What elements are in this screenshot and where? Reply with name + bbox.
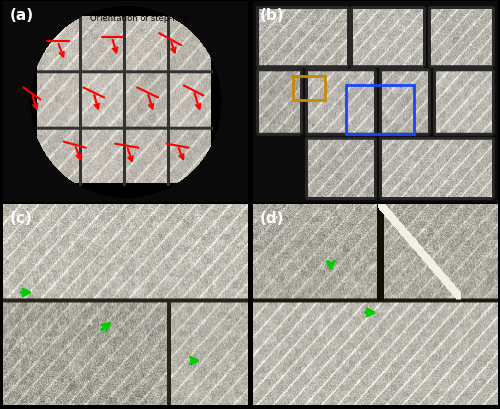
Text: (c): (c) [10, 211, 32, 225]
Bar [293, 77, 325, 101]
Text: (b): (b) [260, 8, 284, 23]
Text: (d): (d) [260, 211, 284, 225]
Bar [346, 86, 414, 134]
Text: (a): (a) [10, 8, 34, 23]
Text: Orientation of step-flow: Orientation of step-flow [90, 13, 190, 22]
